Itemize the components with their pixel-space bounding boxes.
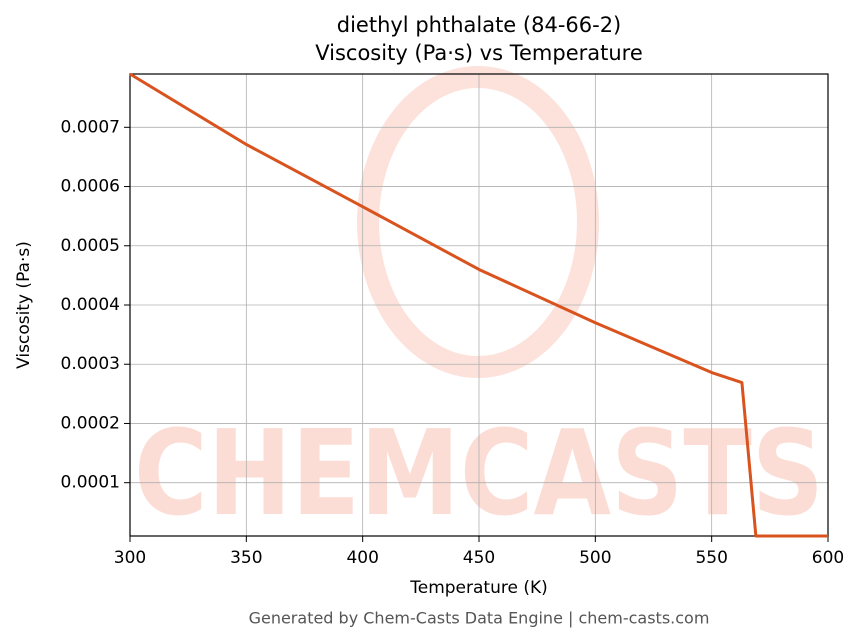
x-tick-label: 450 [463, 548, 495, 568]
x-tick-label: 600 [812, 548, 844, 568]
y-tick-label: 0.0003 [61, 354, 120, 374]
x-tick-label: 500 [579, 548, 611, 568]
footer: Generated by Chem-Casts Data Engine | ch… [249, 609, 710, 628]
y-tick-label: 0.0005 [61, 236, 120, 256]
y-tick-label: 0.0006 [61, 177, 120, 197]
y-tick-label: 0.0001 [61, 473, 120, 493]
x-tick-label: 550 [695, 548, 727, 568]
y-tick-label: 0.0007 [61, 117, 120, 137]
y-axis-label: Viscosity (Pa·s) [14, 241, 34, 369]
y-tick-label: 0.0004 [61, 295, 120, 315]
chart-title: diethyl phthalate (84-66-2) [337, 13, 622, 37]
x-axis-label: Temperature (K) [409, 578, 548, 598]
plot-frame [129, 73, 829, 537]
watermark-ring [357, 66, 599, 378]
y-tick-label: 0.0002 [61, 413, 120, 433]
x-tick-label: 400 [346, 548, 378, 568]
chart-subtitle: Viscosity (Pa·s) vs Temperature [315, 41, 643, 65]
x-tick-label: 350 [230, 548, 262, 568]
data-line [129, 72, 828, 538]
x-tick-label: 300 [114, 548, 146, 568]
